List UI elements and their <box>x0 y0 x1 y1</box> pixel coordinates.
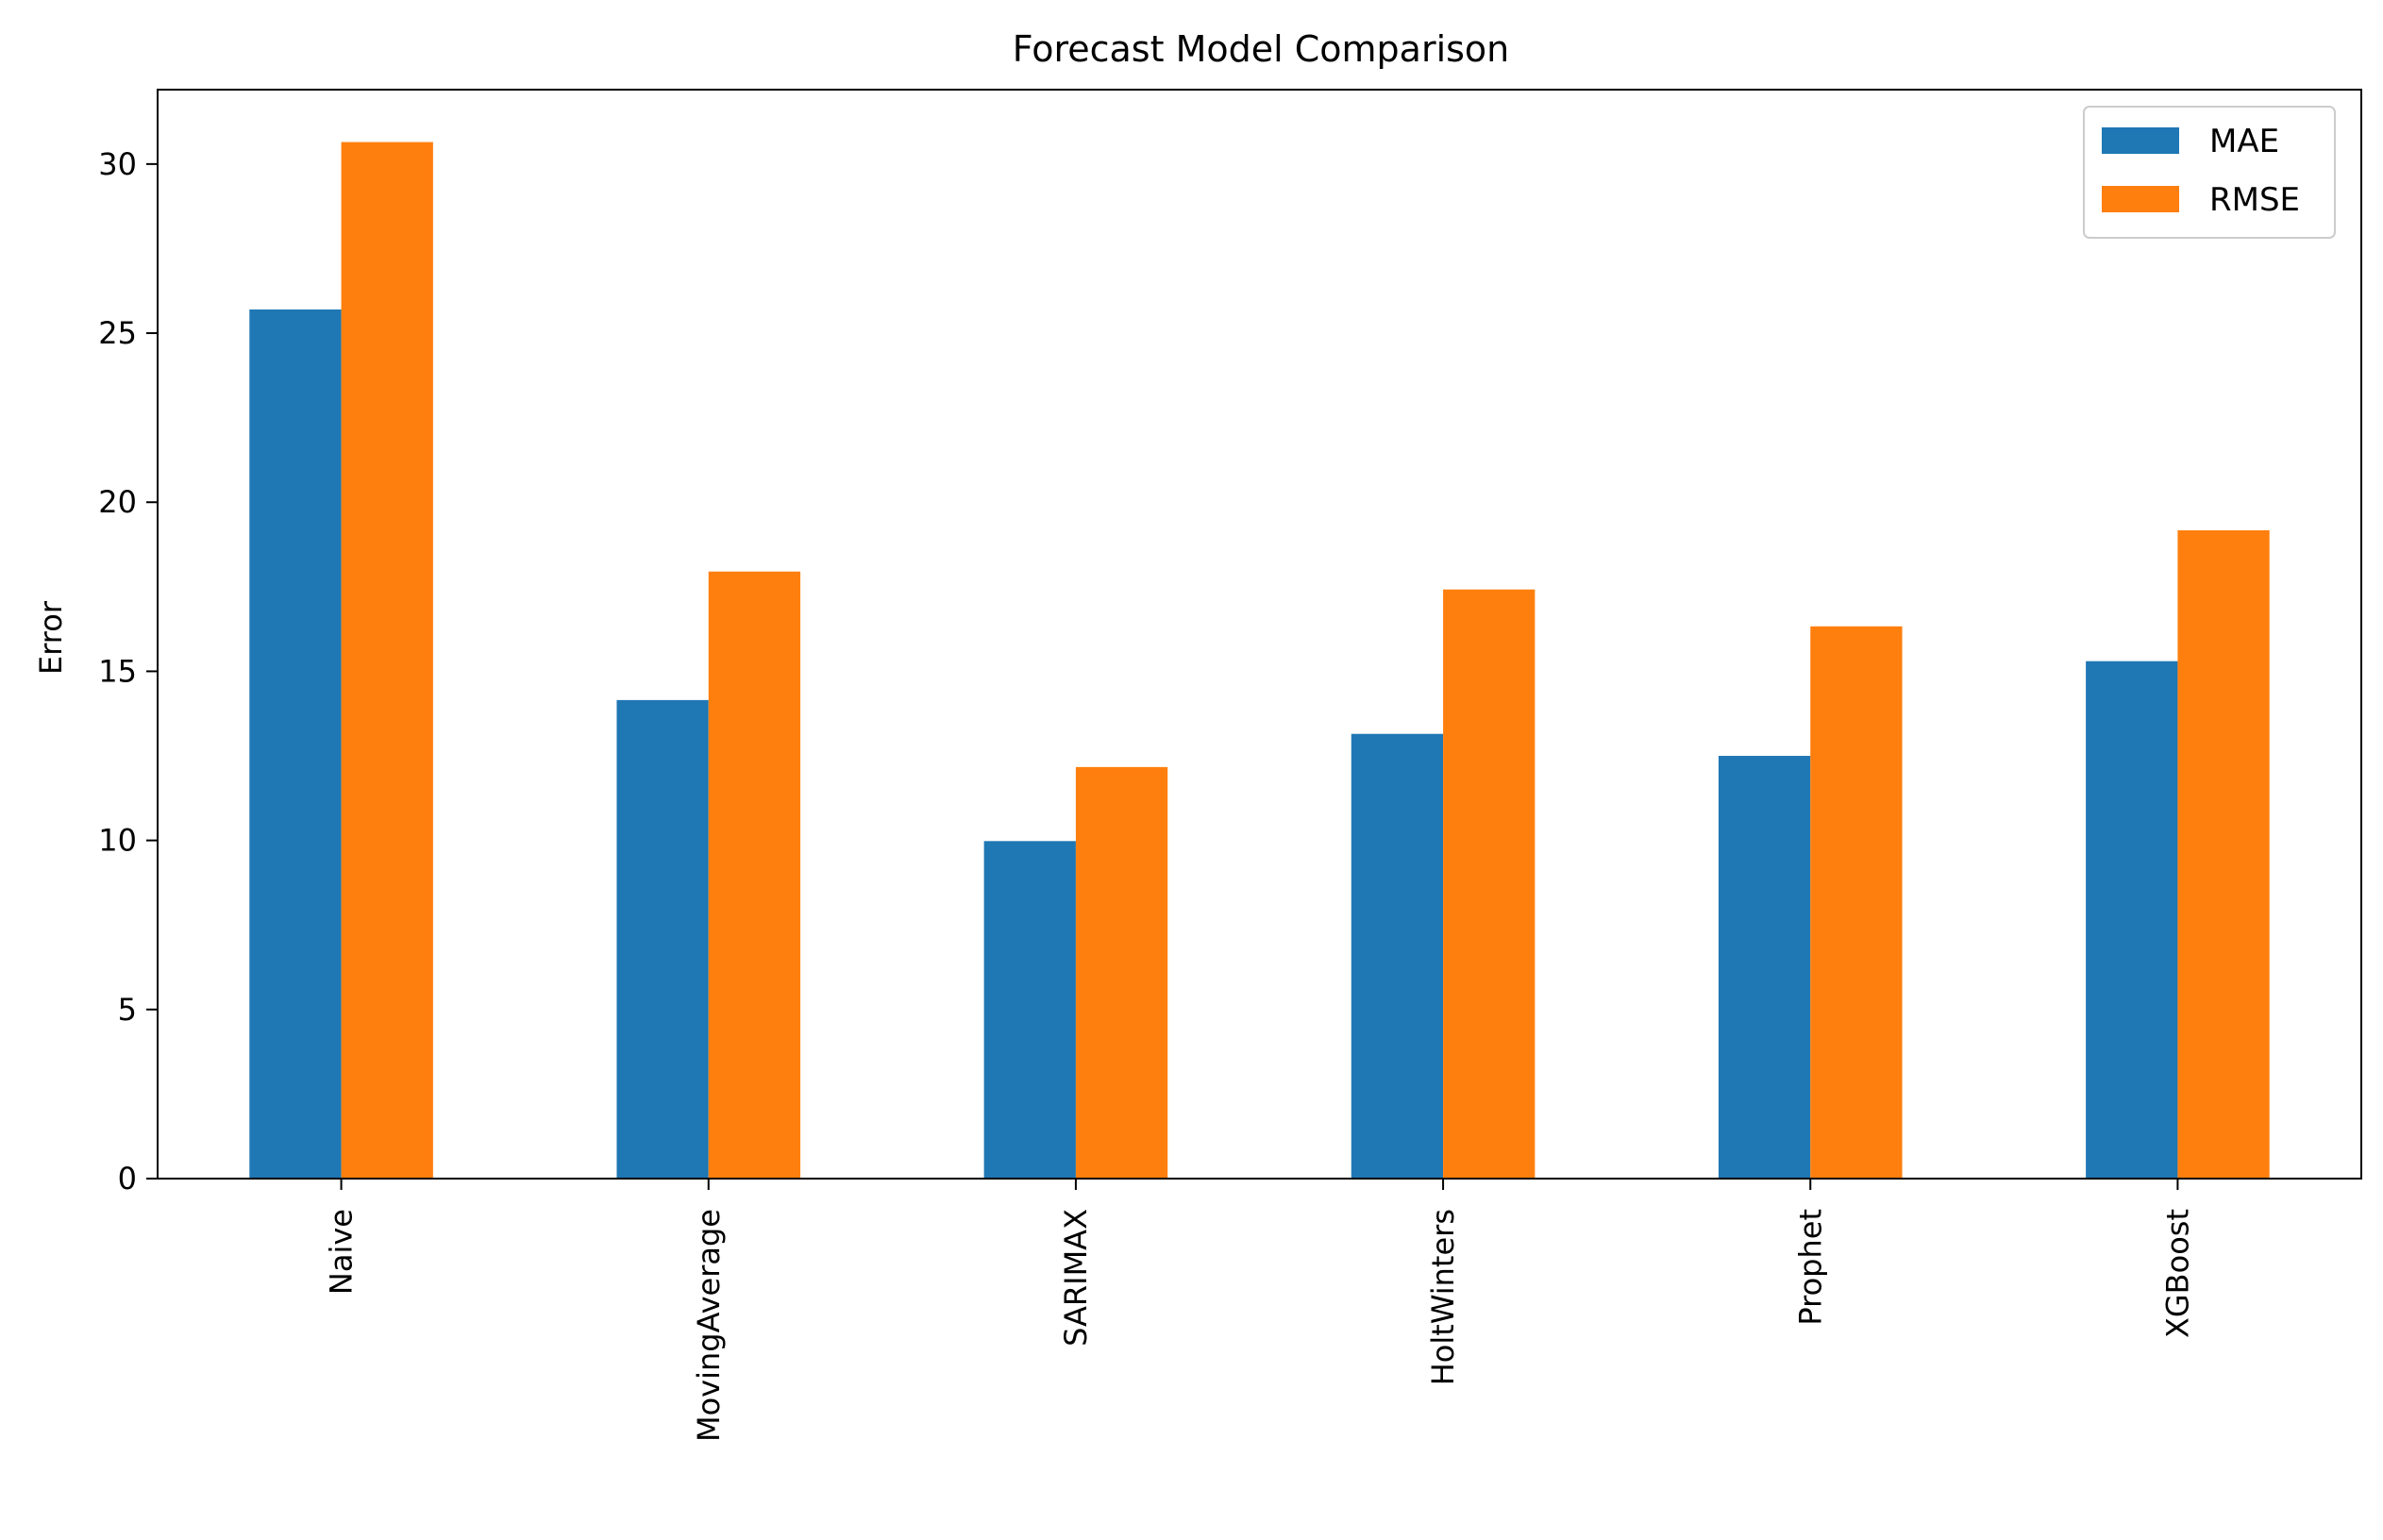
bar-rmse-naive <box>341 142 433 1179</box>
x-tick-label: Naive <box>324 1209 360 1295</box>
bars-layer <box>249 142 2270 1179</box>
x-tick-label: XGBoost <box>2159 1209 2195 1338</box>
bar-mae-prophet <box>1718 756 1811 1179</box>
plot-area-frame <box>157 89 2362 1180</box>
legend-label-rmse: RMSE <box>2209 181 2300 219</box>
y-tick-label: 20 <box>98 484 137 520</box>
y-tick-label: 10 <box>98 823 137 859</box>
y-tick-label: 5 <box>118 992 137 1028</box>
bar-rmse-sarimax <box>1075 766 1168 1179</box>
bar-mae-movingaverage <box>616 699 709 1179</box>
bar-rmse-prophet <box>1810 626 1903 1179</box>
legend-swatch-rmse <box>2102 186 2179 212</box>
ticks-layer: Naive MovingAverage SARIMAX HoltWinters Prop… <box>98 146 2195 1442</box>
y-tick-label: 30 <box>98 146 137 182</box>
legend: MAE RMSE <box>2083 106 2336 239</box>
legend-swatch-mae <box>2102 127 2179 154</box>
bar-rmse-holtwinters <box>1443 589 1536 1179</box>
bar-mae-holtwinters <box>1351 733 1444 1179</box>
y-tick-label: 0 <box>118 1161 137 1197</box>
legend-label-mae: MAE <box>2209 123 2279 160</box>
bar-mae-xgboost <box>2086 661 2178 1179</box>
y-tick-label: 25 <box>98 315 137 351</box>
y-tick-label: 15 <box>98 653 137 689</box>
x-tick-label: MovingAverage <box>691 1209 727 1442</box>
bar-mae-sarimax <box>983 841 1076 1179</box>
chart-title: Forecast Model Comparison <box>1013 28 1510 70</box>
x-tick-label: HoltWinters <box>1425 1209 1461 1385</box>
x-tick-label: Prophet <box>1792 1209 1828 1326</box>
bar-rmse-xgboost <box>2177 529 2270 1179</box>
y-axis-label: Error <box>33 600 69 675</box>
bar-mae-naive <box>249 309 342 1179</box>
bar-rmse-movingaverage <box>708 571 801 1179</box>
x-tick-label: SARIMAX <box>1058 1209 1094 1347</box>
